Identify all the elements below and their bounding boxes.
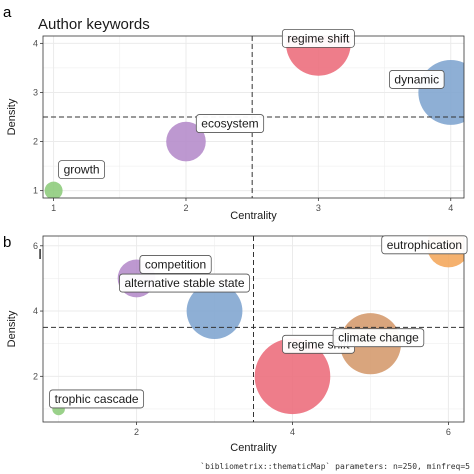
- bubble-label-box: [381, 235, 468, 255]
- bubble-label-group: eutrophication: [381, 235, 468, 255]
- y-tick-label: 3: [33, 87, 38, 97]
- bubble-label-box: [119, 273, 250, 293]
- panel-a: a Author keywords growth ecosystem regime sh…: [3, 4, 465, 222]
- bubble-point: [186, 283, 243, 339]
- bubble-label-box: [139, 255, 212, 274]
- bubble-label-group: climate change: [332, 328, 425, 348]
- y-tick-label: 2: [33, 371, 38, 381]
- bubble-point: [254, 338, 331, 415]
- bubble-label-box: [58, 160, 106, 180]
- bubble-label-box: [332, 328, 425, 348]
- x-tick-label: 2: [134, 427, 139, 437]
- bubble-label: alternative stable state: [124, 276, 244, 290]
- x-tick-label: 6: [446, 427, 451, 437]
- bubble-point: [44, 181, 63, 198]
- x-tick-label: 4: [290, 427, 295, 437]
- bubble-label: climate change: [338, 331, 419, 345]
- y-axis-title: Density: [6, 310, 18, 347]
- figure-caption: `bibliometrix::thematicMap` parameters: …: [200, 461, 470, 471]
- x-tick-label: 4: [448, 203, 453, 213]
- panel-b: bISI keywordstrophic cascadecompetitiona…: [3, 234, 468, 454]
- bubble-label-group: dynamic: [389, 70, 445, 89]
- y-tick-label: 1: [33, 186, 38, 196]
- bubble-label-group: regime shift: [281, 28, 355, 48]
- panel-letter: b: [3, 234, 11, 251]
- bubble-label-group: competition: [139, 255, 212, 274]
- panel-title: Author keywords: [38, 16, 150, 33]
- y-tick-label: 4: [33, 38, 38, 48]
- y-axis-title: Density: [6, 98, 18, 135]
- bubble-label: regime shift: [287, 31, 350, 45]
- bubble-label-box: [281, 28, 355, 48]
- x-tick-label: 1: [51, 203, 56, 213]
- bubble-label-group: growth: [58, 160, 106, 180]
- bubble-label-group: ecosystem: [195, 114, 265, 133]
- plot-border: [42, 35, 465, 199]
- y-tick-label: 4: [33, 306, 38, 316]
- bubble-label: eutrophication: [387, 238, 462, 252]
- bubble-label-box: [389, 70, 445, 89]
- x-axis-title: Centrality: [230, 210, 277, 222]
- panel-letter: a: [3, 4, 12, 21]
- x-axis-title: Centrality: [230, 442, 277, 454]
- plot-border: [42, 235, 465, 423]
- x-tick-label: 3: [316, 203, 321, 213]
- bubble-label-group: trophic cascade: [49, 389, 145, 409]
- y-tick-label: 6: [33, 241, 38, 251]
- bubble-label-group: alternative stable state: [119, 273, 250, 293]
- y-tick-label: 2: [33, 137, 38, 147]
- bubble-point: [166, 121, 206, 162]
- bubble-label-box: [49, 389, 145, 409]
- bubble-label: ecosystem: [201, 117, 258, 131]
- bubble-label: trophic cascade: [55, 392, 139, 406]
- bubble-label-box: [195, 114, 265, 133]
- bubble-label: dynamic: [394, 72, 439, 86]
- bubble-label: competition: [145, 257, 206, 271]
- x-tick-label: 2: [183, 203, 188, 213]
- bubble-label: growth: [64, 163, 100, 177]
